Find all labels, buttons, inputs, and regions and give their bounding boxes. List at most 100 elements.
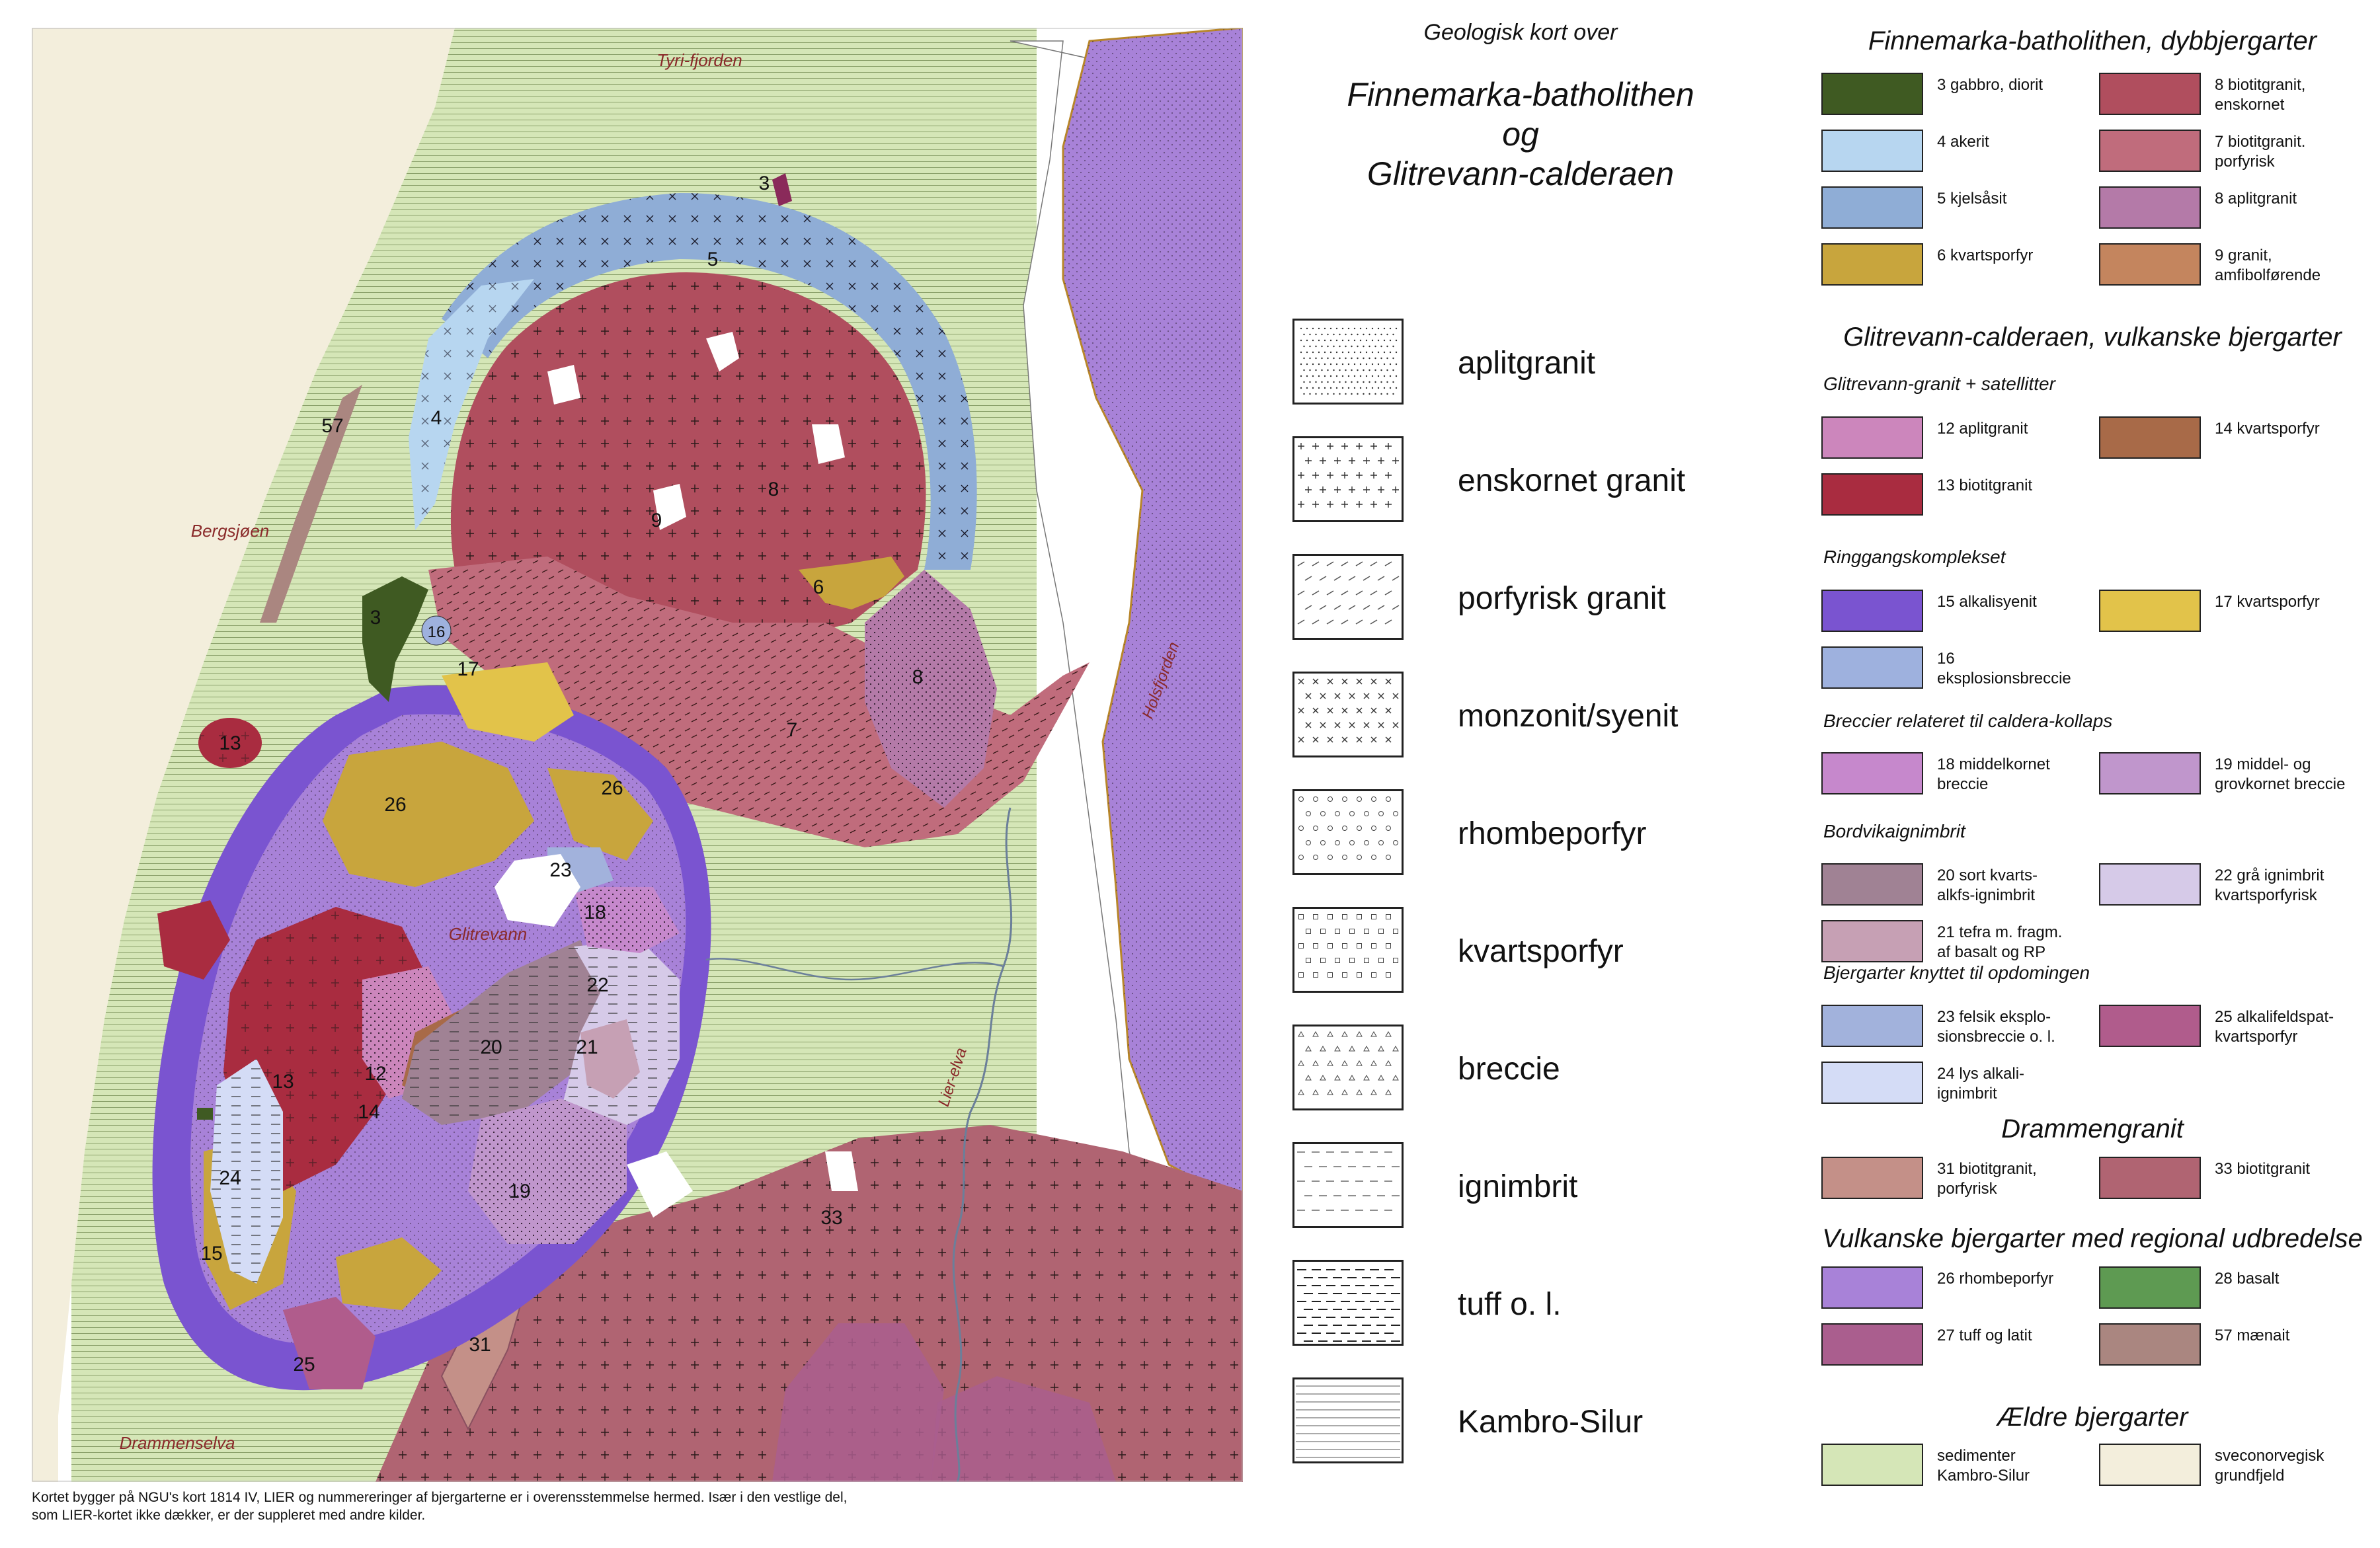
legend-item-label: 26 rhombeporfyr bbox=[1937, 1270, 2054, 1288]
legend-subheading: Ringgangskomplekset bbox=[1823, 547, 2006, 567]
legend-color-swatch bbox=[1821, 473, 1923, 516]
unit-number-20: 20 bbox=[480, 1036, 502, 1058]
lake-patch-1 bbox=[653, 484, 686, 530]
texture-pattern bbox=[1298, 443, 1399, 508]
unit-4-pattern bbox=[409, 279, 534, 530]
legend-item-label: 28 basalt bbox=[2215, 1270, 2280, 1288]
unit-13-west bbox=[157, 900, 230, 980]
unit-number-26b: 26 bbox=[601, 777, 623, 799]
legend-item-label: 4 akerit bbox=[1937, 133, 1989, 151]
unit-20-pattern bbox=[402, 940, 600, 1125]
legend-item-label: 57 mænait bbox=[2215, 1327, 2290, 1344]
legend-item-label: 23 felsik eksplo- sionsbreccie o. l. bbox=[1937, 1008, 2055, 1046]
texture-pattern bbox=[1296, 1385, 1400, 1458]
legend-item: 17 kvartsporfyr bbox=[2089, 590, 2367, 636]
texture-legend-row: ignimbrit bbox=[1292, 1142, 1755, 1228]
legend-item: 8 aplitgranit bbox=[2089, 186, 2367, 233]
legend-color-swatch bbox=[1821, 1005, 1923, 1047]
texture-label: breccie bbox=[1458, 1052, 1560, 1087]
texture-pattern bbox=[1298, 678, 1399, 743]
map-title-line2: og bbox=[1502, 116, 1539, 153]
legend-item-label: 25 alkalifeldspat- kvartsporfyr bbox=[2215, 1008, 2334, 1046]
unit-3-small bbox=[197, 1108, 213, 1120]
legend-color-swatch bbox=[1821, 130, 1923, 172]
unit-18-pattern bbox=[574, 887, 680, 953]
unit-number-21: 21 bbox=[576, 1036, 598, 1058]
texture-pattern bbox=[1298, 1030, 1399, 1095]
legend-color-swatch bbox=[1821, 186, 1923, 229]
texture-swatch bbox=[1292, 907, 1404, 993]
unit-16 bbox=[421, 615, 452, 646]
texture-swatch bbox=[1292, 319, 1404, 405]
unit-57 bbox=[260, 385, 362, 623]
unit-17-gold bbox=[442, 662, 574, 742]
unit-number-3a: 3 bbox=[759, 173, 770, 194]
legend-item-label: 16 eksplosionsbreccie bbox=[1937, 650, 2071, 687]
unit-number-8a: 8 bbox=[768, 479, 779, 500]
legend-color-swatch bbox=[1821, 1323, 1923, 1366]
unit-number-19: 19 bbox=[508, 1180, 530, 1202]
unit-number-31: 31 bbox=[469, 1334, 491, 1356]
legend-item: 31 biotitgranit, porfyrisk bbox=[1811, 1157, 2089, 1203]
legend-item-label: 20 sort kvarts- alkfs-ignimbrit bbox=[1937, 867, 2038, 904]
unit-25 bbox=[283, 1297, 376, 1389]
label-drammenselva: Drammenselva bbox=[120, 1433, 235, 1453]
map-title-line3: Glitrevann-calderaen bbox=[1367, 155, 1675, 192]
legend-item: 8 biotitgranit, enskornet bbox=[2089, 73, 2367, 119]
legend-section-heading: Ældre bjergarter bbox=[1997, 1403, 2188, 1432]
legend-color-swatch bbox=[1821, 1444, 1923, 1486]
unit-21 bbox=[580, 1019, 640, 1099]
texture-swatch bbox=[1292, 672, 1404, 757]
legend-item: sveconorvegisk grundfjeld bbox=[2089, 1444, 2367, 1490]
texture-swatch bbox=[1292, 1260, 1404, 1346]
texture-pattern bbox=[1297, 1269, 1400, 1342]
unit-number-8b: 8 bbox=[912, 666, 924, 688]
texture-legend-row: enskornet granit bbox=[1292, 436, 1755, 522]
legend-subheading: Breccier relateret til caldera-kollaps bbox=[1823, 711, 2113, 731]
unit-number-18: 18 bbox=[584, 902, 606, 923]
legend-color-swatch bbox=[2099, 752, 2201, 794]
unit-number-5: 5 bbox=[707, 249, 719, 270]
unit-number-33: 33 bbox=[820, 1207, 842, 1229]
legend-color-swatch bbox=[2099, 590, 2201, 632]
legend-item: 27 tuff og latit bbox=[1811, 1323, 2089, 1370]
legend-item: 26 rhombeporfyr bbox=[1811, 1266, 2089, 1313]
legend-item: 12 aplitgranit bbox=[1811, 416, 2089, 463]
legend-subheading: Bjergarter knyttet til opdomingen bbox=[1823, 962, 2090, 983]
legend-item: 15 alkalisyenit bbox=[1811, 590, 2089, 636]
legend-color-swatch bbox=[2099, 863, 2201, 906]
unit-number-24: 24 bbox=[219, 1167, 241, 1189]
unit-number-6: 6 bbox=[813, 576, 824, 598]
unit-6 bbox=[799, 557, 904, 609]
texture-swatch bbox=[1292, 436, 1404, 522]
legend-item-label: 3 gabbro, diorit bbox=[1937, 76, 2043, 94]
lier-elva-river bbox=[952, 807, 1013, 1482]
legend-color-swatch bbox=[2099, 243, 2201, 286]
legend-item-label: 5 kjelsåsit bbox=[1937, 190, 2007, 208]
legend-item: 16 eksplosionsbreccie bbox=[1811, 646, 2089, 693]
texture-swatch bbox=[1292, 1142, 1404, 1228]
legend-item-label: 9 granit, amfibolførende bbox=[2215, 247, 2321, 284]
texture-swatch bbox=[1292, 1377, 1404, 1463]
legend-item-label: 6 kvartsporfyr bbox=[1937, 247, 2034, 264]
legend-item-label: 27 tuff og latit bbox=[1937, 1327, 2032, 1344]
legend-color-swatch bbox=[2099, 130, 2201, 172]
legend-item-label: 31 biotitgranit, porfyrisk bbox=[1937, 1160, 2037, 1198]
river-tributary bbox=[705, 958, 1004, 981]
texture-legend-row: kvartsporfyr bbox=[1292, 907, 1755, 993]
legend-color-swatch bbox=[1821, 1062, 1923, 1104]
unit-5-pattern bbox=[442, 193, 977, 570]
unit-number-15: 15 bbox=[200, 1243, 222, 1264]
legend-color-swatch bbox=[1821, 752, 1923, 794]
map-title: Finnemarka-batholithen og Glitrevann-cal… bbox=[1283, 75, 1759, 194]
legend-color-swatch bbox=[1821, 73, 1923, 115]
legend-item: 23 felsik eksplo- sionsbreccie o. l. bbox=[1811, 1005, 2089, 1051]
legend-item: sedimenter Kambro-Silur bbox=[1811, 1444, 2089, 1490]
unit-number-4: 4 bbox=[431, 407, 442, 429]
texture-swatch bbox=[1292, 789, 1404, 875]
glitrevann-lake bbox=[495, 854, 580, 927]
unit-3 bbox=[362, 576, 428, 702]
legend-color-swatch bbox=[1821, 920, 1923, 962]
legend-item-label: sedimenter Kambro-Silur bbox=[1937, 1447, 2030, 1485]
legend-section-heading: Drammengranit bbox=[2001, 1114, 2184, 1143]
